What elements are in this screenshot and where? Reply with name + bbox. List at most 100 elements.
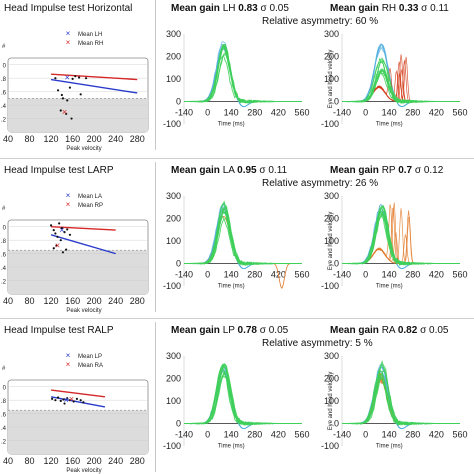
eye-velocity-trace [341, 207, 460, 266]
head-velocity-trace [342, 208, 460, 270]
eye-velocity-trace [183, 372, 302, 426]
data-point [84, 77, 88, 80]
data-point [56, 89, 60, 92]
catch-up-saccade-trace [342, 233, 460, 264]
data-point [49, 224, 53, 227]
head-velocity-trace [342, 210, 460, 270]
x-tick-label: 280 [247, 108, 262, 118]
data-point [79, 93, 82, 96]
x-tick-label: 560 [294, 270, 309, 280]
eye-velocity-trace [341, 204, 460, 266]
y-tick-label: 200 [166, 374, 181, 384]
y-tick-label: 0 [176, 259, 181, 269]
eye-velocity-trace [342, 374, 460, 426]
gain-sigma: σ 0.05 [420, 325, 449, 336]
data-point [68, 86, 72, 89]
head-velocity-trace [184, 209, 302, 269]
y-tick-label: 0 [334, 97, 339, 107]
y-axis-label: # [2, 366, 6, 372]
x-tick-label: 560 [452, 430, 467, 440]
y-tick-label: 0 [3, 386, 7, 392]
test-title: Head Impulse test RALP [4, 325, 114, 336]
artifact-trace [184, 215, 302, 290]
x-axis-label: Peak velocity [66, 308, 101, 314]
eye-velocity-trace [183, 363, 302, 426]
low-gain-region [8, 98, 148, 132]
eye-velocity-trace [183, 202, 302, 267]
upper-norm-line [50, 389, 106, 398]
right-gain-title: Mean gain RH 0.33 σ 0.11 [330, 3, 449, 14]
data-point [51, 397, 54, 400]
data-point [54, 399, 57, 402]
y-axis-label: # [2, 44, 6, 50]
eye-velocity-trace [184, 200, 302, 266]
eye-velocity-trace-orange [342, 375, 460, 424]
data-point [60, 93, 63, 97]
gain-side: RH [381, 3, 397, 14]
x-tick-label: 280 [130, 296, 145, 306]
test-title: Head Impulse test Horizontal [4, 3, 133, 14]
x-tick-label: 240 [108, 134, 123, 144]
head-velocity-trace [342, 203, 460, 270]
head-velocity-trace [342, 366, 460, 429]
x-tick-label: 0 [363, 108, 368, 118]
data-point [68, 399, 72, 402]
eye-velocity-trace [184, 363, 302, 426]
head-velocity-trace [184, 206, 302, 270]
low-gain-region [8, 250, 148, 294]
legend-marker-icon: × [66, 29, 71, 38]
x-tick-label: 0 [363, 270, 368, 280]
lower-norm-line [50, 396, 106, 408]
gain-prefix: Mean gain [171, 3, 220, 14]
x-axis-label: Peak velocity [66, 146, 101, 152]
eye-velocity-trace [184, 43, 302, 103]
x-tick-label: 560 [452, 108, 467, 118]
y-tick-label: 0 [3, 64, 7, 70]
data-point [82, 401, 85, 404]
catch-up-saccade-trace [342, 232, 460, 264]
y-tick-label: 0 [176, 97, 181, 107]
head-velocity-trace [342, 367, 460, 429]
eye-velocity-trace [184, 363, 302, 426]
x-tick-label: 160 [65, 296, 80, 306]
y-tick-label: .6 [1, 253, 7, 259]
gain-scatter-plot: × Mean LH× Mean RH#××0.8.6.4.240 80 120 160 20… [1, 29, 149, 152]
y-tick-label: 100 [324, 74, 339, 84]
eye-velocity-trace [183, 52, 302, 104]
y-tick-label: .2 [1, 280, 7, 286]
lower-norm-line [50, 234, 116, 255]
x-tick-label: 200 [87, 134, 102, 144]
y-tick-label: .8 [1, 239, 7, 245]
x-tick-label: 0 [205, 430, 210, 440]
gain-sigma: σ 0.11 [259, 165, 288, 176]
head-velocity-trace [342, 211, 460, 269]
gain-side: LA [222, 165, 235, 176]
row-larp: Head Impulse test LARP Mean gain LA 0.95… [0, 162, 474, 314]
gain-value: 0.7 [398, 165, 413, 176]
data-point [75, 397, 79, 400]
eye-velocity-trace [184, 368, 302, 427]
data-point [54, 77, 57, 80]
gain-side: RP [381, 165, 396, 176]
y-tick-label: -100 [321, 119, 339, 129]
y-tick-label: -100 [163, 119, 181, 129]
y-tick-label: 100 [324, 236, 339, 246]
x-tick-label: 120 [44, 456, 59, 466]
x-tick-label: 420 [271, 430, 286, 440]
x-tick-label: -140 [175, 430, 193, 440]
eye-velocity-trace [183, 216, 302, 267]
x-tick-label: 140 [382, 270, 397, 280]
data-point [63, 231, 66, 234]
y-tick-label: .6 [1, 91, 7, 97]
data-point [74, 75, 77, 78]
x-tick-label: 280 [247, 430, 262, 440]
gain-value: 0.83 [238, 3, 258, 14]
y-tick-label: 200 [166, 52, 181, 62]
x-tick-label: 240 [108, 296, 123, 306]
x-tick-label: 420 [429, 270, 444, 280]
head-velocity-trace [184, 371, 302, 430]
head-velocity-trace [184, 211, 302, 269]
